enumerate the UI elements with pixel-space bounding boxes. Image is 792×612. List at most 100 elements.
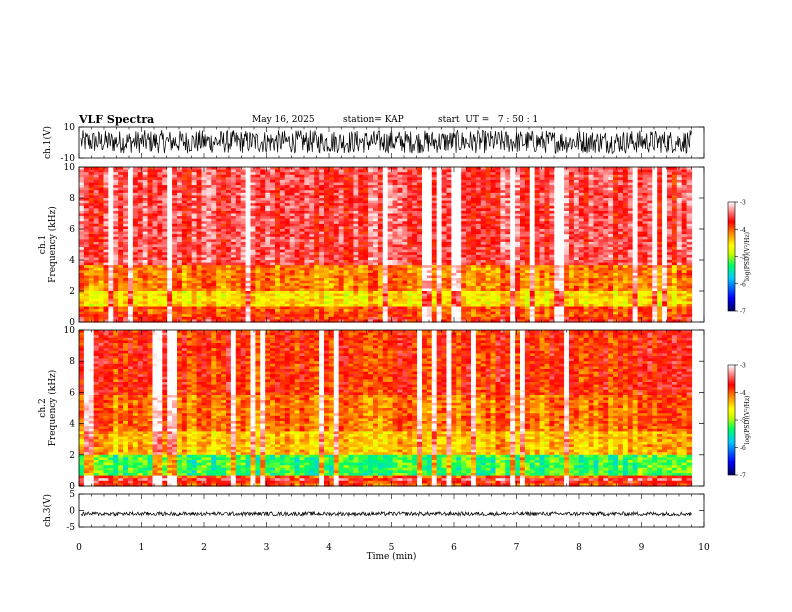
spectrogram-cell	[284, 303, 291, 308]
spectrogram-cell	[402, 254, 408, 259]
spectrogram-cell	[328, 172, 335, 176]
spectrogram-cell	[456, 187, 462, 191]
spectrogram-cell	[172, 293, 178, 297]
spectrogram-cell	[392, 167, 399, 171]
spectrogram-cell	[250, 205, 256, 209]
spectrogram-cell	[412, 218, 418, 222]
spectrogram-cell	[226, 244, 232, 248]
spectrogram-cell	[196, 309, 203, 313]
spectrogram-cell	[348, 267, 354, 271]
spectrogram-cell	[451, 192, 457, 197]
spectrogram-cell	[201, 288, 207, 292]
spectrogram-cell	[436, 254, 443, 259]
spectrogram-cell	[181, 265, 188, 269]
spectrogram-cell	[412, 260, 418, 264]
spectrogram-cell	[157, 260, 163, 264]
spectrogram-cell	[402, 187, 408, 191]
spectrogram-cell	[265, 205, 271, 209]
spectrogram-cell	[456, 190, 462, 194]
spectrogram-cell	[417, 278, 423, 282]
spectrogram-cell	[147, 275, 154, 279]
spectrogram-cell	[103, 198, 109, 202]
spectrogram-cell	[128, 275, 134, 279]
spectrogram-cell	[177, 288, 183, 292]
spectrogram-cell	[88, 291, 95, 295]
spectrogram-cell	[216, 314, 222, 318]
spectrogram-cell	[284, 319, 291, 323]
spectrogram-cell	[402, 172, 408, 176]
spectrogram-cell	[216, 221, 222, 225]
spectrogram-cell	[333, 272, 340, 277]
spectrogram-cell	[431, 200, 438, 204]
spectrogram-cell	[152, 169, 158, 173]
spectrogram-cell	[230, 221, 237, 225]
spectrogram-cell	[123, 182, 129, 186]
spectrogram-cell	[358, 221, 364, 225]
spectrogram-cell	[373, 306, 379, 310]
spectrogram-cell	[235, 265, 242, 269]
spectrogram-cell	[152, 244, 158, 248]
spectrogram-cell	[88, 172, 95, 176]
spectrogram-cell	[314, 216, 320, 220]
spectrogram-cell	[172, 301, 178, 305]
spectrogram-cell	[304, 229, 310, 233]
spectrogram-cell	[275, 311, 281, 315]
spectrogram-cell	[235, 254, 242, 259]
spectrogram-cell	[123, 185, 129, 189]
spectrogram-cell	[431, 187, 438, 191]
spectrogram-cell	[191, 213, 198, 217]
spectrogram-cell	[417, 218, 423, 222]
spectrogram-cell	[118, 190, 124, 194]
spectrogram-cell	[417, 226, 423, 230]
spectrogram-cell	[485, 167, 492, 171]
spectrogram-cell	[230, 231, 237, 235]
spectrogram-cell	[426, 195, 433, 199]
spectrogram-cell	[353, 311, 359, 315]
spectrogram-cell	[368, 293, 374, 297]
spectrogram-cell	[93, 221, 100, 225]
spectrogram-cell	[196, 226, 203, 230]
spectrogram-cell	[343, 192, 350, 197]
spectrogram-cell	[83, 200, 90, 204]
spectrogram-cell	[172, 226, 178, 230]
spectrogram-cell	[333, 270, 340, 274]
spectrogram-cell	[103, 241, 109, 246]
spectrogram-cell	[348, 234, 354, 238]
spectrogram-cell	[446, 169, 452, 173]
spectrogram-cell	[142, 293, 149, 297]
spectrogram-cell	[333, 257, 340, 261]
spectrogram-cell	[475, 303, 482, 308]
spectrogram-cell	[118, 226, 124, 230]
spectrogram-cell	[397, 179, 403, 184]
spectrogram-cell	[299, 208, 305, 212]
spectrogram-cell	[137, 247, 144, 251]
spectrogram-cell	[128, 231, 134, 235]
spectrogram-cell	[113, 187, 119, 191]
spectrogram-cell	[451, 249, 457, 253]
spectrogram-cell	[79, 198, 85, 202]
spectrogram-cell	[250, 283, 256, 287]
spectrogram-cell	[422, 311, 428, 315]
spectrogram-cell	[480, 185, 487, 189]
spectrogram-cell	[181, 306, 188, 310]
spectrogram-cell	[152, 187, 158, 191]
spectrogram-cell	[206, 200, 212, 204]
spectrogram-cell	[255, 296, 261, 300]
spectrogram-cell	[441, 285, 448, 290]
spectrogram-cell	[377, 200, 384, 204]
spectrogram-cell	[275, 241, 281, 246]
spectrogram-cell	[392, 185, 399, 189]
spectrogram-cell	[240, 192, 247, 197]
spectrogram-cell	[328, 275, 335, 279]
spectrogram-cell	[128, 267, 134, 271]
spectrogram-cell	[289, 241, 296, 246]
spectrogram-cell	[426, 291, 433, 295]
spectrogram-cell	[201, 244, 207, 248]
spectrogram-cell	[186, 187, 193, 191]
spectrogram-cell	[353, 200, 359, 204]
spectrogram-cell	[402, 182, 408, 186]
spectrogram-cell	[402, 177, 408, 181]
spectrogram-cell	[314, 311, 320, 315]
spectrogram-cell	[221, 311, 227, 315]
spectrogram-cell	[167, 275, 173, 279]
